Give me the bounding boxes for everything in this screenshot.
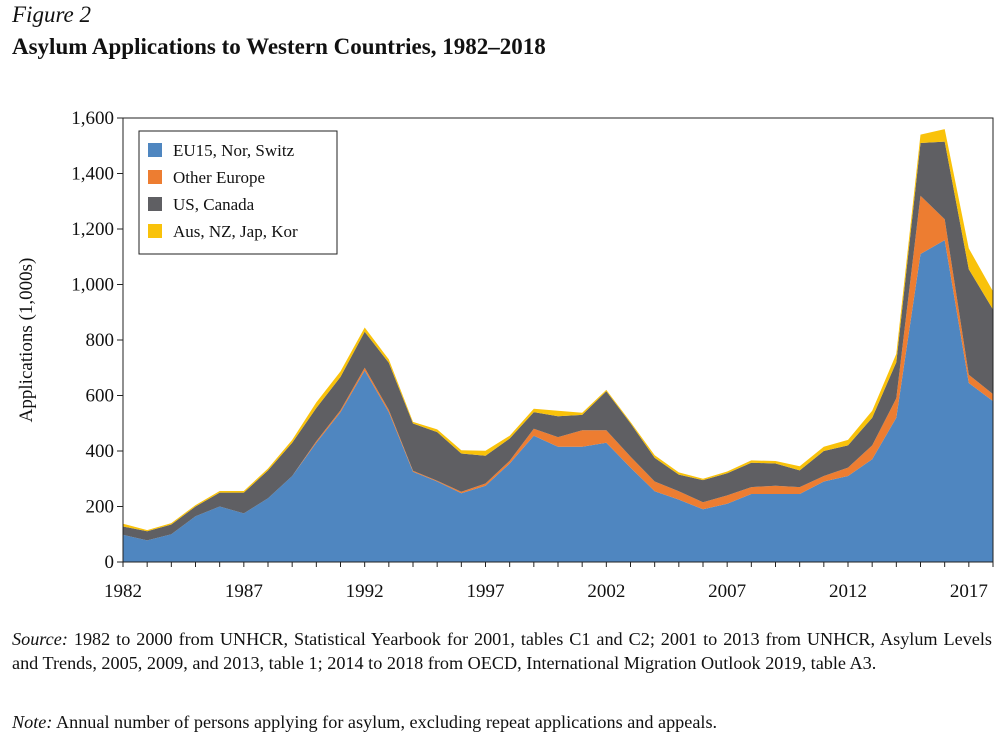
y-tick-label: 800 — [86, 330, 115, 351]
y-tick-label: 400 — [86, 441, 115, 462]
x-tick-label: 1987 — [225, 581, 263, 602]
x-tick-label: 1997 — [467, 581, 505, 602]
y-tick-label: 600 — [86, 386, 115, 407]
area-series-3 — [123, 141, 993, 541]
note-text: Annual number of persons applying for as… — [55, 712, 718, 732]
x-tick-label: 2007 — [708, 581, 746, 602]
x-tick-label: 2002 — [587, 581, 625, 602]
area-series-1 — [123, 240, 993, 562]
x-tick-label: 1992 — [346, 581, 384, 602]
legend-swatch — [148, 224, 162, 238]
y-axis-ticks: 0 200 400 600 800 1,000 1,200 1,400 1,600 — [71, 108, 123, 573]
x-tick-label: 1982 — [104, 581, 142, 602]
y-tick-label: 1,400 — [71, 164, 114, 185]
x-tick-label: 2012 — [829, 581, 867, 602]
x-axis-ticks: 1982 1987 1992 1997 2002 2007 2012 2017 — [104, 562, 994, 602]
legend: EU15, Nor, Switz Other Europe US, Canada Au… — [138, 130, 338, 255]
plot-frame — [122, 117, 994, 563]
y-tick-label: 200 — [86, 497, 115, 518]
legend-swatch — [148, 143, 162, 157]
legend-swatch — [148, 197, 162, 211]
figure-label: Figure 2 — [12, 2, 91, 27]
note-caption: Note: Annual number of persons applying … — [12, 710, 992, 734]
legend-entry: Aus, NZ, Jap, Kor — [173, 222, 298, 241]
source-caption: Source: 1982 to 2000 from UNHCR, Statist… — [12, 627, 992, 675]
note-label: Note: — [12, 712, 53, 732]
x-tick-label: 2017 — [950, 581, 988, 602]
legend-swatch — [148, 170, 162, 184]
legend-box — [138, 130, 338, 255]
legend-entry: EU15, Nor, Switz — [173, 141, 295, 160]
source-text: 1982 to 2000 from UNHCR, Statistical Yea… — [12, 629, 993, 673]
y-tick-label: 1,000 — [71, 275, 114, 296]
source-label: Source: — [12, 629, 68, 649]
y-tick-label: 1,200 — [71, 219, 114, 240]
y-tick-label: 0 — [105, 552, 115, 573]
area-layers — [123, 129, 993, 562]
legend-entry: US, Canada — [173, 195, 255, 214]
y-tick-label: 1,600 — [71, 108, 114, 129]
y-axis-label: Applications (1,000s) — [16, 258, 37, 423]
figure-title: Asylum Applications to Western Countries… — [12, 34, 546, 59]
legend-entry: Other Europe — [173, 168, 265, 187]
